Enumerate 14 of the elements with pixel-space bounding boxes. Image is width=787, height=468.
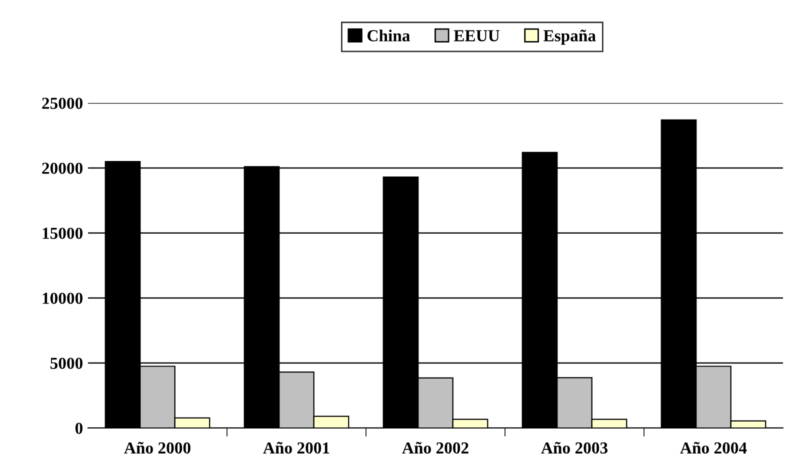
y-tick-label: 15000 [42, 228, 83, 239]
legend-label: EEUU [454, 30, 500, 42]
y-tick-label: 5000 [50, 358, 83, 369]
x-tick-label: Año 2002 [402, 442, 468, 454]
x-tick-label: Año 2003 [541, 442, 608, 454]
y-tick-label: 10000 [42, 292, 83, 304]
x-tick-label: Año 2004 [680, 442, 747, 454]
x-tick-label: Año 2001 [263, 442, 330, 454]
legend-label: China [368, 30, 410, 42]
y-tick-label: 0 [75, 422, 83, 434]
y-tick-label: 25000 [42, 98, 83, 109]
y-tick-label: 20000 [42, 162, 83, 174]
legend-label: España [544, 30, 596, 45]
x-tick-label: Año 2000 [124, 442, 190, 454]
